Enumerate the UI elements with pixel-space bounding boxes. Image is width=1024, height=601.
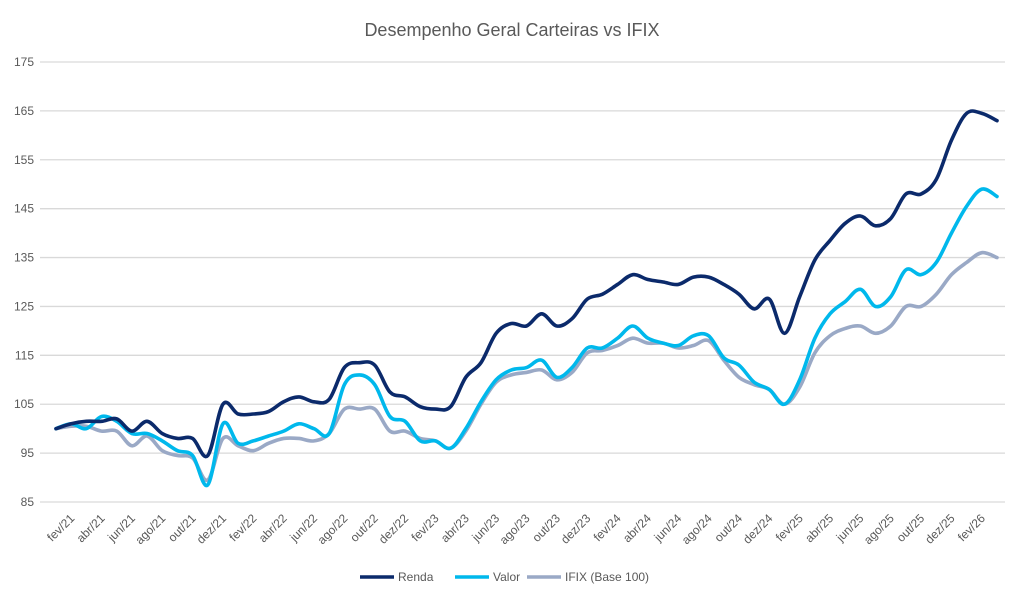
x-tick-label: fev/21	[44, 511, 77, 544]
x-tick-label: jun/22	[286, 511, 320, 545]
x-tick-label: jun/23	[469, 511, 503, 545]
y-tick-label: 175	[14, 55, 34, 69]
y-axis: 85 95 105 115 125 135 145 155 165 175	[14, 55, 34, 509]
y-tick-label: 145	[14, 202, 34, 216]
x-tick-label: fev/22	[226, 511, 259, 544]
x-tick-label: dez/25	[922, 511, 958, 547]
series-lines	[54, 109, 999, 488]
x-tick-label: fev/24	[591, 511, 624, 544]
series-line-valor	[54, 187, 999, 488]
x-tick-label: fev/26	[955, 511, 988, 544]
x-tick-label: ago/23	[497, 511, 533, 547]
y-tick-label: 95	[21, 446, 35, 460]
x-tick-label: ago/22	[315, 511, 351, 547]
x-tick-label: out/24	[712, 511, 746, 545]
x-tick-label: out/21	[165, 511, 199, 545]
legend: Renda Valor IFIX (Base 100)	[360, 570, 649, 584]
x-tick-label: abr/21	[74, 511, 108, 545]
y-tick-label: 135	[14, 251, 34, 265]
chart-title: Desempenho Geral Carteiras vs IFIX	[364, 20, 659, 40]
x-tick-label: abr/22	[256, 511, 290, 545]
legend-label: IFIX (Base 100)	[565, 570, 649, 584]
x-tick-label: ago/25	[861, 511, 897, 547]
x-tick-label: ago/24	[679, 511, 715, 547]
x-tick-label: out/22	[347, 511, 381, 545]
y-tick-label: 115	[15, 348, 34, 362]
x-tick-label: ago/21	[133, 511, 169, 547]
x-tick-label: out/25	[894, 511, 928, 545]
legend-label: Valor	[493, 570, 520, 584]
x-tick-label: out/23	[529, 511, 563, 545]
x-tick-label: dez/23	[558, 511, 594, 547]
y-tick-label: 165	[14, 104, 34, 118]
y-tick-label: 155	[14, 153, 34, 167]
x-tick-label: abr/25	[802, 511, 836, 545]
y-tick-label: 125	[14, 299, 34, 313]
x-axis: fev/21abr/21jun/21ago/21out/21dez/21fev/…	[44, 511, 988, 547]
legend-label: Renda	[398, 570, 434, 584]
x-tick-label: jun/25	[833, 511, 867, 545]
x-tick-label: dez/22	[376, 511, 412, 547]
x-tick-label: abr/24	[620, 511, 654, 545]
x-tick-label: jun/24	[651, 511, 685, 545]
series-line-renda	[54, 109, 999, 459]
y-tick-label: 85	[21, 495, 35, 509]
x-tick-label: dez/24	[740, 511, 776, 547]
x-tick-label: fev/23	[409, 511, 442, 544]
x-tick-label: abr/23	[438, 511, 472, 545]
x-tick-label: fev/25	[773, 511, 806, 544]
y-tick-label: 105	[14, 397, 34, 411]
x-tick-label: dez/21	[194, 511, 230, 547]
x-tick-label: jun/21	[104, 511, 138, 545]
